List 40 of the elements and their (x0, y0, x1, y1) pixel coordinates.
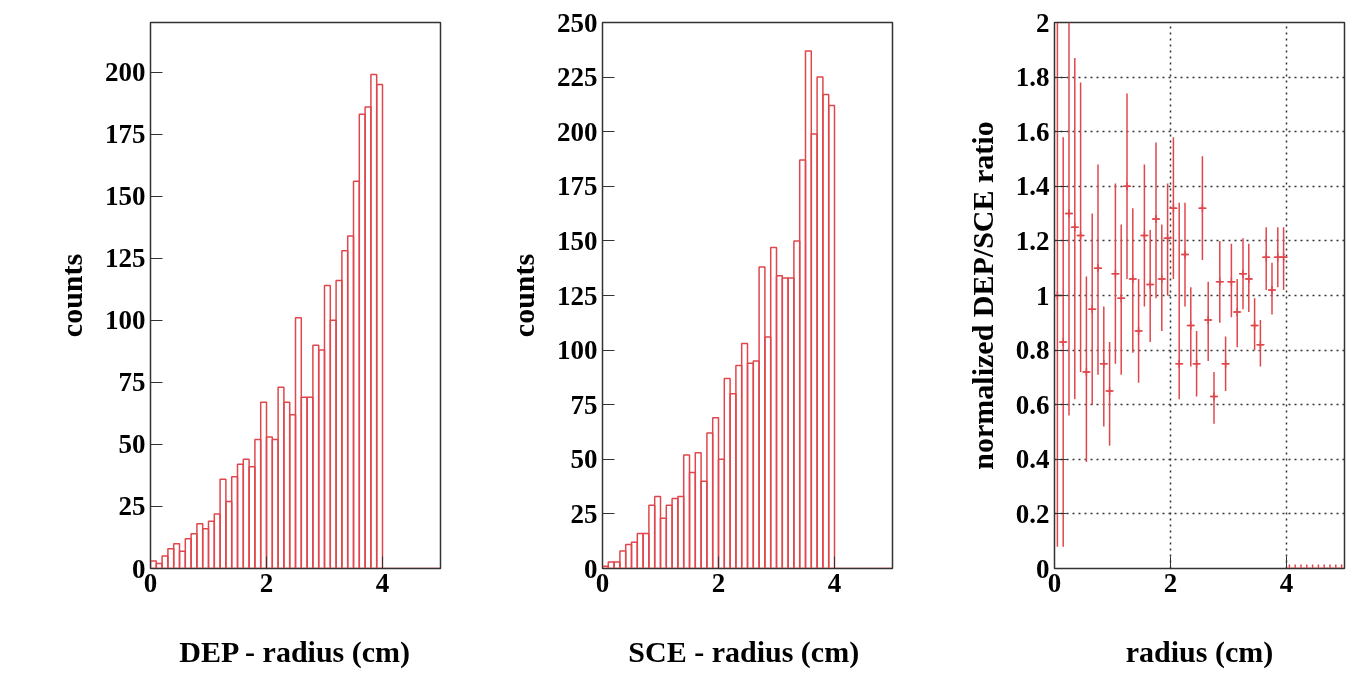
y-tick-label: 150 (557, 225, 598, 256)
y-tick-label: 125 (557, 280, 598, 311)
y-tick-label: 50 (570, 444, 598, 475)
y-tick-label: 175 (105, 119, 146, 150)
x-tick-label: 2 (1163, 567, 1178, 598)
y-tick-label: 225 (557, 62, 598, 93)
y-tick-label: 0.2 (1015, 498, 1050, 529)
y-tick-label: 1.2 (1015, 225, 1050, 256)
y-tick-label: 150 (105, 181, 146, 212)
y-tick-label: 1.8 (1015, 62, 1050, 93)
y-axis-title: counts (507, 253, 540, 338)
x-tick-label: 2 (711, 567, 726, 598)
y-tick-label: 0.4 (1015, 444, 1050, 475)
x-axis-title: radius (cm) (1125, 634, 1274, 669)
y-tick-label: 175 (557, 171, 598, 202)
y-tick-label: 200 (105, 57, 146, 88)
y-tick-label: 50 (118, 429, 146, 460)
x-tick-label: 2 (259, 567, 274, 598)
y-tick-label: 25 (570, 498, 598, 529)
y-tick-label: 125 (105, 243, 146, 274)
y-axis-title: normalized DEP/SCE ratio (965, 121, 999, 470)
y-tick-label: 25 (118, 491, 146, 522)
y-tick-label: 0.6 (1015, 389, 1050, 420)
y-tick-label: 200 (557, 116, 598, 147)
y-tick-label: 1.4 (1015, 171, 1050, 202)
y-tick-label: 100 (105, 305, 146, 336)
y-tick-label: 1.6 (1015, 116, 1050, 147)
y-tick-label: 75 (118, 367, 146, 398)
x-axis-title: DEP - radius (cm) (179, 634, 411, 669)
y-axis-title: counts (55, 253, 88, 338)
y-tick-label: 2 (1036, 7, 1050, 38)
x-tick-label: 4 (375, 567, 390, 598)
y-tick-label: 1 (1036, 280, 1050, 311)
y-tick-label: 250 (557, 7, 598, 38)
y-tick-label: 100 (557, 335, 598, 366)
y-tick-label: 75 (570, 389, 598, 420)
y-tick-label: 0.8 (1015, 335, 1050, 366)
x-tick-label: 4 (827, 567, 842, 598)
x-axis-title: SCE - radius (cm) (628, 634, 860, 669)
x-tick-label: 4 (1279, 567, 1294, 598)
